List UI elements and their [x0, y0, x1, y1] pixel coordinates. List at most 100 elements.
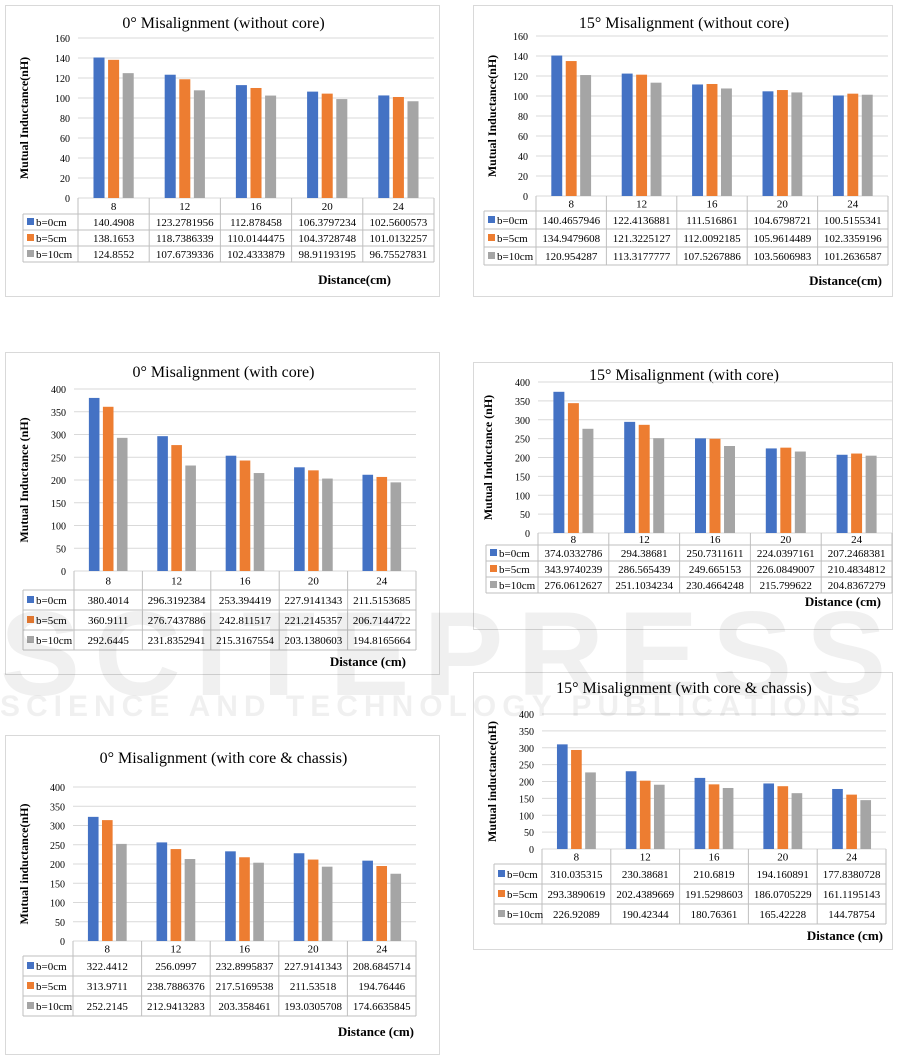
x-category-label: 16: [239, 944, 251, 956]
bar-b-5cm: [179, 79, 191, 198]
table-cell-value: 313.9711: [87, 981, 128, 993]
bar-b-5cm: [706, 83, 718, 196]
y-tick-label: 50: [520, 510, 530, 521]
bar-b-10cm: [585, 772, 596, 849]
bar-b-0cm: [625, 771, 637, 849]
legend-swatch-icon: [27, 1002, 34, 1009]
legend-series-name: b=0cm: [507, 869, 538, 881]
table-cell-value: 96.75527831: [370, 249, 428, 261]
bar-b-10cm: [794, 451, 806, 533]
legend-swatch-icon: [27, 218, 34, 225]
table-cell-value: 226.92089: [553, 909, 600, 921]
y-tick-label: 80: [518, 112, 528, 123]
chart-svg: 0° Misalignment (with core) Mutual Induct…: [17, 364, 417, 669]
table-cell-value: 215.799622: [760, 580, 812, 592]
table-cell-value: 194.76446: [358, 981, 405, 993]
table-cell-value: 206.7144722: [353, 615, 411, 627]
x-category-label: 8: [105, 944, 111, 956]
y-tick-label: 150: [519, 794, 534, 805]
table-cell-value: 207.2468381: [828, 548, 886, 560]
y-tick-label: 250: [50, 841, 65, 852]
x-category-label: 16: [709, 852, 721, 864]
table-cell-value: 107.5267886: [683, 251, 741, 263]
table-cell-value: 322.4412: [87, 961, 128, 973]
bar-b-0cm: [836, 454, 848, 533]
table-cell-value: 210.6819: [693, 869, 735, 881]
y-tick-label: 350: [515, 397, 530, 408]
y-tick-label: 0: [65, 194, 70, 205]
table-cell-value: 276.7437886: [148, 615, 206, 627]
y-tick-label: 50: [524, 828, 534, 839]
y-tick-label: 140: [55, 54, 70, 65]
x-axis-label: Distance (cm): [805, 594, 881, 609]
bar-b-10cm: [865, 455, 877, 533]
x-category-label: 8: [574, 852, 580, 864]
table-cell-value: 211.5153685: [353, 595, 411, 607]
bar-b-0cm: [293, 853, 305, 941]
bar-b-5cm: [108, 59, 120, 198]
bar-b-10cm: [390, 482, 402, 571]
table-cell-value: 215.3167554: [216, 635, 274, 647]
table-cell-value: 251.1034234: [615, 580, 673, 592]
bar-b-10cm: [185, 465, 196, 571]
table-cell-value: 343.9740239: [545, 564, 603, 576]
table-cell-value: 374.0332786: [545, 548, 603, 560]
y-tick-label: 150: [515, 472, 530, 483]
bar-b-0cm: [832, 788, 843, 849]
table-cell-value: 100.5155341: [824, 215, 882, 227]
table-cell-value: 102.5600573: [370, 217, 428, 229]
x-category-label: 12: [636, 199, 647, 211]
y-tick-label: 120: [55, 74, 70, 85]
table-cell-value: 203.358461: [218, 1001, 270, 1013]
bar-b-5cm: [239, 857, 250, 941]
table-cell-value: 138.1653: [93, 233, 135, 245]
bar-b-5cm: [565, 61, 577, 197]
table-cell-value: 113.3177777: [613, 251, 671, 263]
table-cell-value: 296.3192384: [148, 595, 206, 607]
bar-b-10cm: [321, 866, 333, 941]
chart-svg: 0° Misalignment (without core) Mutual Ind…: [17, 15, 435, 287]
legend-series-name: b=0cm: [36, 595, 67, 607]
bar-b-10cm: [724, 445, 736, 533]
y-tick-label: 300: [51, 431, 66, 442]
bar-b-5cm: [851, 453, 863, 533]
y-axis-label: Mutual inductance(nH): [17, 803, 31, 924]
table-cell-value: 140.4657946: [542, 215, 600, 227]
table-cell-value: 105.9614489: [754, 233, 812, 245]
x-category-label: 20: [308, 576, 320, 588]
legend-series-name: b=10cm: [497, 251, 534, 263]
bar-b-0cm: [362, 474, 374, 571]
bar-b-5cm: [170, 849, 182, 941]
bar-b-0cm: [553, 391, 565, 533]
chart-panel: 0° Misalignment (with core & chassis) Mut…: [5, 735, 440, 1055]
y-tick-label: 400: [519, 710, 534, 721]
x-category-label: 12: [639, 534, 650, 546]
table-cell-value: 101.0132257: [370, 233, 428, 245]
x-category-label: 8: [111, 201, 117, 213]
bar-b-0cm: [378, 95, 390, 198]
y-tick-label: 20: [518, 172, 528, 183]
x-category-label: 24: [846, 852, 858, 864]
chart-title: 0° Misalignment (without core): [122, 15, 324, 32]
legend-series-name: b=5cm: [36, 233, 67, 245]
table-cell-value: 106.3797234: [298, 217, 356, 229]
x-category-label: 24: [376, 944, 388, 956]
bar-b-5cm: [567, 403, 579, 533]
table-cell-value: 177.8380728: [823, 869, 881, 881]
table-cell-value: 102.4333879: [227, 249, 285, 261]
y-tick-label: 200: [515, 454, 530, 465]
legend-series-name: b=5cm: [497, 233, 528, 245]
bar-b-5cm: [636, 74, 648, 196]
bar-b-0cm: [88, 397, 100, 571]
bar-b-0cm: [235, 85, 247, 198]
legend-swatch-icon: [488, 252, 495, 259]
table-cell-value: 104.3728748: [298, 233, 356, 245]
bar-b-10cm: [407, 101, 419, 198]
bar-b-5cm: [307, 859, 319, 941]
x-category-label: 20: [322, 201, 334, 213]
y-tick-label: 150: [50, 879, 65, 890]
bar-b-10cm: [322, 478, 333, 571]
y-tick-label: 50: [55, 918, 65, 929]
legend-swatch-icon: [27, 962, 34, 969]
bar-b-0cm: [694, 438, 706, 533]
